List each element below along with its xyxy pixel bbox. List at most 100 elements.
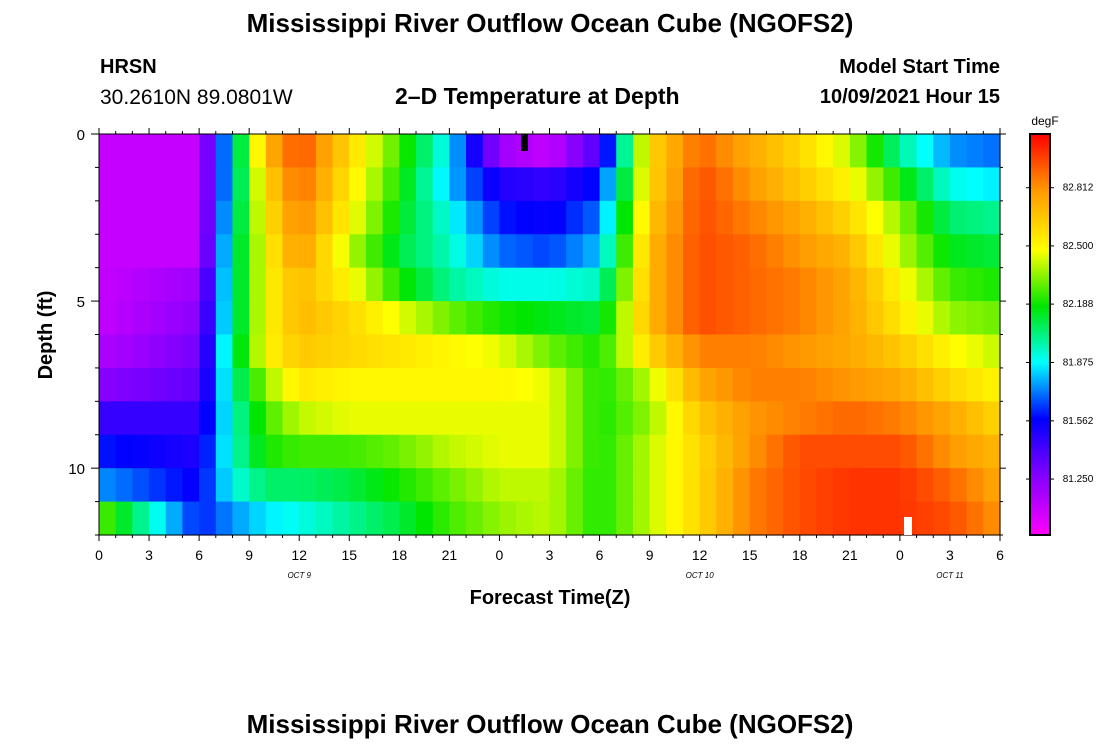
heatmap-cell xyxy=(232,267,250,302)
heatmap-cell xyxy=(149,134,167,169)
heatmap-cell xyxy=(966,334,984,369)
heatmap-cell xyxy=(582,434,601,469)
heatmap-cell xyxy=(749,401,768,436)
heatmap-cell xyxy=(315,167,334,202)
heatmap-cell xyxy=(199,334,217,369)
heatmap-cell xyxy=(616,234,634,269)
heatmap-cell xyxy=(749,434,768,469)
heatmap-cell xyxy=(199,267,217,302)
heatmap-cell xyxy=(933,167,951,202)
heatmap-cell xyxy=(549,334,567,369)
heatmap-cell xyxy=(899,267,918,302)
heatmap-cell xyxy=(632,134,651,169)
heatmap-cell xyxy=(566,501,584,536)
heatmap-cell xyxy=(432,267,450,302)
heatmap-cell xyxy=(949,468,968,503)
heatmap-cell xyxy=(983,200,1001,235)
heatmap-cell xyxy=(149,334,167,369)
heatmap-cell xyxy=(265,200,284,235)
heatmap-cell xyxy=(349,167,367,202)
heatmap-cell xyxy=(115,267,133,302)
heatmap-cell xyxy=(582,367,601,402)
heatmap-cell xyxy=(599,167,617,202)
heatmap-cell xyxy=(349,134,367,169)
heatmap-cell xyxy=(215,267,234,302)
heatmap-cell xyxy=(699,434,717,469)
heatmap-cell xyxy=(199,234,217,269)
heatmap-cell xyxy=(382,167,400,202)
heatmap-cell xyxy=(149,367,167,402)
heatmap-cell xyxy=(165,167,184,202)
heatmap-cell xyxy=(215,367,234,402)
heatmap-cell xyxy=(416,468,434,503)
heatmap-cell xyxy=(416,167,434,202)
heatmap-cell xyxy=(883,501,901,536)
heatmap-cell xyxy=(265,367,284,402)
heatmap-cell xyxy=(949,367,968,402)
heatmap-cell xyxy=(99,267,117,302)
heatmap-cell xyxy=(199,468,217,503)
heatmap-cell xyxy=(582,134,601,169)
heatmap-cell xyxy=(916,234,934,269)
heatmap-cell xyxy=(99,134,117,169)
heatmap-cell xyxy=(549,234,567,269)
heatmap-cell xyxy=(182,134,200,169)
heatmap-cell xyxy=(349,301,367,336)
heatmap-cell xyxy=(933,501,951,536)
station-coordinates: 30.2610N 89.0801W xyxy=(100,86,293,109)
heatmap-cell xyxy=(899,334,918,369)
heatmap-cell xyxy=(249,301,267,336)
heatmap-cell xyxy=(449,234,467,269)
heatmap-cell xyxy=(349,200,367,235)
heatmap-cell xyxy=(349,367,367,402)
footer-title: Mississippi River Outflow Ocean Cube (NG… xyxy=(246,709,854,739)
heatmap-cell xyxy=(349,334,367,369)
heatmap-cell xyxy=(282,334,300,369)
heatmap-cell xyxy=(783,234,801,269)
heatmap-cell xyxy=(365,367,384,402)
heatmap-cell xyxy=(232,334,250,369)
heatmap-cell xyxy=(249,334,267,369)
heatmap-cell xyxy=(149,167,167,202)
heatmap-cell xyxy=(132,200,150,235)
heatmap-cell xyxy=(666,301,684,336)
heatmap-cell xyxy=(833,334,851,369)
heatmap-cell xyxy=(933,200,951,235)
heatmap-cell xyxy=(99,301,117,336)
heatmap-cell xyxy=(482,167,501,202)
heatmap-cell xyxy=(332,200,350,235)
heatmap-cell xyxy=(699,301,717,336)
station-name: HRSN xyxy=(100,56,157,78)
heatmap-cell xyxy=(883,167,901,202)
heatmap-cell xyxy=(482,301,501,336)
heatmap-cell xyxy=(783,267,801,302)
heatmap-cell xyxy=(99,434,117,469)
heatmap-cell xyxy=(265,301,284,336)
heatmap-cell xyxy=(632,334,651,369)
heatmap-cell xyxy=(783,501,801,536)
x-tick-label: 0 xyxy=(896,547,904,563)
heatmap-cell xyxy=(666,501,684,536)
heatmap-cell xyxy=(649,234,667,269)
heatmap-cell xyxy=(165,267,184,302)
heatmap-cell xyxy=(149,267,167,302)
heatmap-cell xyxy=(632,267,651,302)
heatmap-cell xyxy=(549,167,567,202)
heatmap-cell xyxy=(682,334,701,369)
heatmap-cell xyxy=(215,501,234,536)
heatmap-cell xyxy=(265,267,284,302)
heatmap-cell xyxy=(99,367,117,402)
heatmap-cell xyxy=(666,401,684,436)
heatmap-cell xyxy=(699,468,717,503)
heatmap-cell xyxy=(215,234,234,269)
heatmap-cell xyxy=(482,501,501,536)
heatmap-cell xyxy=(315,434,334,469)
heatmap-cell xyxy=(716,367,734,402)
heatmap-cell xyxy=(866,167,884,202)
heatmap-cell xyxy=(582,267,601,302)
heatmap-cell xyxy=(849,167,868,202)
heatmap-cell xyxy=(733,234,751,269)
heatmap-cell xyxy=(249,267,267,302)
x-axis-label: Forecast Time(Z) xyxy=(470,587,631,609)
heatmap-cell xyxy=(899,167,918,202)
